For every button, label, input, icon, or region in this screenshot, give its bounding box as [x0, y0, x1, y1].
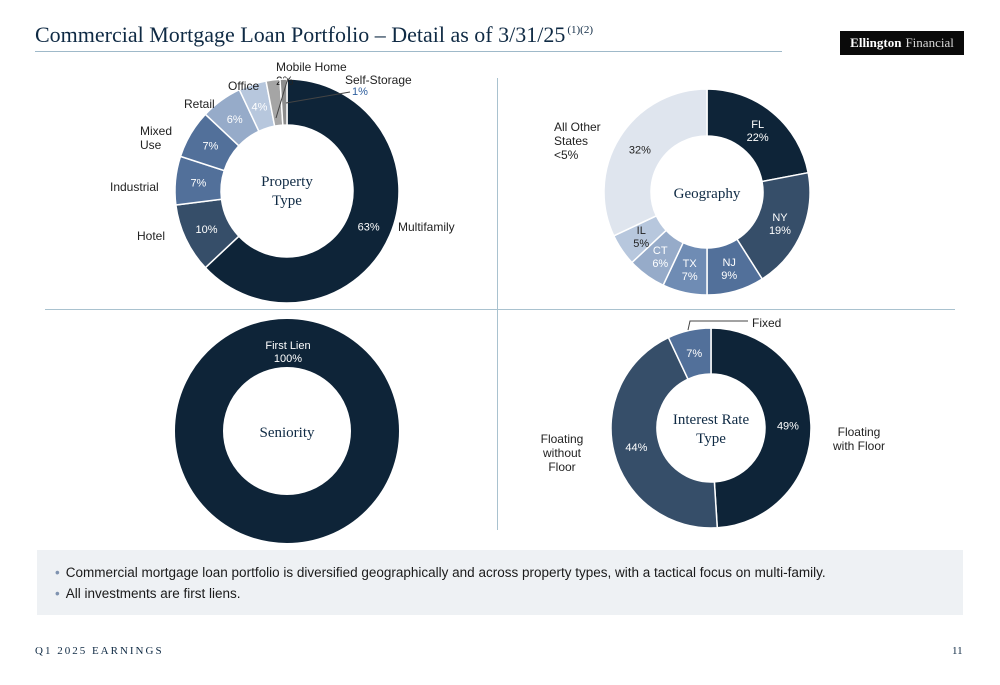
property-type-value-label: 1%: [352, 86, 368, 98]
footer-label: Q1 2025 EARNINGS: [35, 645, 164, 657]
property-type-value-label: 10%: [195, 224, 217, 236]
logo-secondary: Financial: [905, 35, 954, 50]
title-rule: [35, 51, 782, 52]
property-type-category-label: Office: [228, 79, 259, 93]
interest-rate-value-label: 49%: [777, 421, 799, 433]
property-type-value-label: 6%: [227, 114, 243, 126]
interest-rate-slice: [710, 327, 812, 529]
seniority-slice: [175, 319, 399, 543]
property-type-category-label: Self-Storage: [345, 73, 412, 87]
geography-value-label: CT 6%: [652, 245, 668, 270]
note-item: • All investments are first liens.: [55, 583, 963, 604]
property-type-category-label: Mixed Use: [140, 124, 172, 152]
geography-slice: [603, 88, 708, 237]
geography-value-label: NJ 9%: [721, 257, 737, 282]
interest-rate-category-label: Floating with Floor: [832, 425, 885, 453]
leader-line: [285, 91, 351, 104]
interest-rate-value-label: 44%: [625, 442, 647, 454]
property-type-value-label: 4%: [252, 101, 268, 113]
interest-rate-slice: [610, 336, 719, 529]
geography-value-label: 32%: [629, 144, 651, 156]
note-text: Commercial mortgage loan portfolio is di…: [65, 565, 826, 580]
geography-value-label: TX 7%: [682, 258, 698, 283]
property-type-value-label: 7%: [202, 141, 218, 153]
property-type-value-label: 63%: [358, 221, 380, 233]
property-type-category-label: Hotel: [137, 229, 165, 243]
leader-line: [687, 320, 748, 331]
footnote-refs: (1)(2): [567, 24, 593, 36]
property-type-category-label: Industrial: [110, 180, 159, 194]
interest-rate-category-label: Floating without Floor: [541, 432, 584, 474]
page-title: Commercial Mortgage Loan Portfolio – Det…: [35, 22, 593, 48]
vertical-divider: [497, 78, 498, 530]
page-title-text: Commercial Mortgage Loan Portfolio – Det…: [35, 22, 566, 47]
leader-line: [275, 77, 289, 119]
interest-rate-slice: [667, 327, 712, 381]
geography-value-label: NY 19%: [769, 212, 791, 237]
bullet-icon: •: [55, 586, 60, 601]
geography-value-label: IL 5%: [633, 225, 649, 250]
geography-value-label: FL 22%: [747, 119, 769, 144]
notes-box: • Commercial mortgage loan portfolio is d…: [37, 550, 963, 615]
seniority-value-label: First Lien 100%: [265, 340, 310, 365]
note-item: • Commercial mortgage loan portfolio is d…: [55, 562, 963, 583]
logo-primary: Ellington: [850, 35, 902, 50]
horizontal-divider: [45, 309, 955, 310]
interest-rate-center-title: Interest Rate Type: [673, 412, 750, 447]
property-type-slice: [279, 78, 288, 126]
geography-category-label: All Other States <5%: [554, 120, 601, 162]
property-type-category-label: Multifamily: [398, 220, 455, 234]
page-number: 11: [952, 645, 963, 657]
bullet-icon: •: [55, 565, 60, 580]
interest-rate-value-label: 7%: [686, 348, 702, 360]
property-type-center-title: Property Type: [261, 174, 313, 209]
property-type-slice: [204, 78, 400, 304]
note-text: All investments are first liens.: [65, 586, 241, 601]
property-type-value-label: 7%: [190, 178, 206, 190]
geography-center-title: Geography: [674, 186, 741, 202]
property-type-category-label: Retail: [184, 97, 215, 111]
seniority-center-title: Seniority: [260, 425, 315, 441]
company-logo: Ellington Financial: [840, 31, 964, 55]
interest-rate-category-label: Fixed: [752, 316, 781, 330]
